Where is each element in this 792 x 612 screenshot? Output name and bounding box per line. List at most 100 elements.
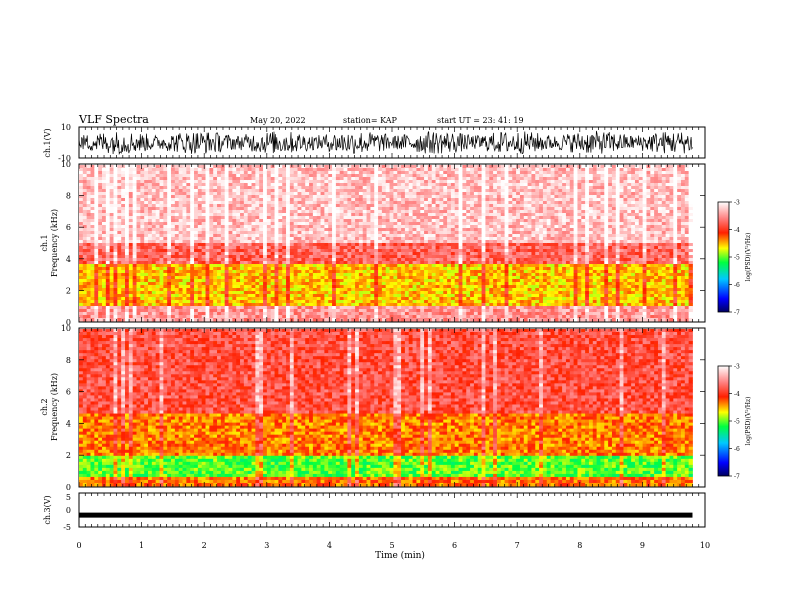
ch1-spectrogram-cell (335, 246, 341, 250)
ch1-spectrogram-cell (155, 183, 160, 187)
ch1-spectrogram-cell (171, 180, 176, 184)
ch1-spectrogram-cell (378, 291, 383, 295)
ch1-spectrogram-cell (151, 309, 157, 313)
ch1-spectrogram-cell (178, 264, 183, 268)
ch1-spectrogram-cell (240, 186, 245, 190)
ch1-spectrogram-cell (79, 258, 84, 262)
ch1-spectrogram-cell (305, 240, 310, 244)
ch1-spectrogram-cell (224, 174, 229, 178)
ch1-spectrogram-cell (174, 267, 180, 271)
ch1-spectrogram-cell (378, 270, 383, 274)
ch1-spectrogram-cell (316, 297, 321, 301)
ch1-spectrogram-cell (378, 282, 383, 286)
ch1-spectrogram-cell (355, 201, 360, 205)
ch1-spectrogram-cell (186, 243, 191, 247)
ch1-spectrogram-cell (201, 192, 206, 196)
ch1-spectrogram-cell (90, 180, 95, 184)
ch1-spectrogram-cell (190, 210, 195, 214)
ch1-spectrogram-cell (343, 279, 348, 283)
ch1-spectrogram-cell (186, 198, 191, 202)
ch1-spectrogram-cell (102, 246, 107, 250)
ch1-spectrogram-cell (401, 195, 406, 199)
ch1-spectrogram-cell (378, 303, 383, 307)
ch1-spectrogram-cell (270, 216, 275, 220)
ch1-spectrogram-cell (297, 264, 302, 268)
ch1-spectrogram-cell (174, 279, 180, 283)
ch1-spectrogram-cell (228, 291, 233, 295)
ch1-spectrogram-cell (171, 258, 176, 262)
ch1-spectrogram-cell (255, 189, 260, 193)
ch1-spectrogram-cell (178, 243, 183, 247)
ch1-spectrogram-cell (132, 261, 137, 265)
ch1-spectrogram-cell (113, 282, 118, 286)
ch1-spectrogram-cell (128, 210, 134, 214)
ch1-spectrogram-cell (194, 210, 199, 214)
ch1-spectrogram-cell (351, 264, 356, 268)
ch1-spectrogram-cell (243, 195, 249, 199)
ch1-spectrogram-cell (186, 294, 191, 298)
ch1-spectrogram-cell (305, 201, 310, 205)
ch1-spectrogram-cell (297, 171, 302, 175)
ch1-spectrogram-cell (293, 210, 298, 214)
ch1-spectrogram-cell (278, 252, 283, 256)
ch1-spectrogram-cell (167, 297, 172, 301)
ch1-spectrogram-cell (217, 273, 222, 277)
ch1-spectrogram-cell (301, 213, 306, 217)
ch1-spectrogram-cell (105, 219, 111, 223)
ch1-spectrogram-cell (397, 210, 402, 214)
ch1-spectrogram-cell (297, 285, 302, 289)
ch1-spectrogram-cell (178, 189, 183, 193)
ch1-spectrogram-cell (98, 309, 103, 313)
ch1-spectrogram-cell (374, 249, 379, 253)
ch1-spectrogram-cell (370, 237, 375, 241)
ch1-spectrogram-cell (427, 312, 433, 316)
ch1-spectrogram-cell (416, 294, 421, 298)
ch1-spectrogram-cell (305, 225, 310, 229)
ch1-spectrogram-cell (217, 195, 222, 199)
ch1-spectrogram-cell (148, 306, 153, 310)
ch1-spectrogram-cell (259, 318, 264, 322)
ch1-spectrogram-cell (174, 252, 180, 256)
ch1-spectrogram-cell (381, 255, 387, 259)
ch1-spectrogram-cell (412, 174, 417, 178)
ch1-spectrogram-cell (366, 183, 371, 187)
ch1-spectrogram-cell (117, 177, 122, 181)
ch1-spectrogram-cell (105, 171, 111, 175)
ch1-spectrogram-cell (358, 279, 364, 283)
ch1-spectrogram-cell (312, 168, 318, 172)
ch1-spectrogram-cell (94, 201, 99, 205)
ch1-spectrogram-cell (412, 234, 417, 238)
ch1-spectrogram-cell (98, 207, 103, 211)
ch1-spectrogram-cell (251, 216, 256, 220)
ch1-spectrogram-cell (174, 309, 180, 313)
ch1-spectrogram-cell (171, 195, 176, 199)
ch1-spectrogram-cell (408, 189, 413, 193)
ch1-spectrogram-cell (274, 306, 279, 310)
ch1-spectrogram-cell (82, 198, 88, 202)
ch1-spectrogram-cell (335, 234, 341, 238)
ch1-spectrogram-cell (305, 228, 310, 232)
ch1-spectrogram-cell (163, 312, 168, 316)
ch1-spectrogram-cell (389, 285, 394, 289)
ch1-spectrogram-cell (140, 294, 145, 298)
ch1-spectrogram-cell (117, 258, 122, 262)
ch1-spectrogram-cell (98, 222, 103, 226)
ch1-spectrogram-cell (128, 168, 134, 172)
ch1-spectrogram-cell (217, 246, 222, 250)
ch1-spectrogram-cell (163, 180, 168, 184)
ch1-spectrogram-cell (121, 237, 126, 241)
ch1-spectrogram-cell (255, 264, 260, 268)
ch1-spectrogram-cell (270, 201, 275, 205)
ch1-spectrogram-cell (297, 297, 302, 301)
ch1-spectrogram-cell (255, 303, 260, 307)
ch1-spectrogram-cell (132, 279, 137, 283)
ch1-spectrogram-cell (255, 198, 260, 202)
ch1-spectrogram-cell (293, 264, 298, 268)
ch1-spectrogram-cell (128, 240, 134, 244)
ch1-spectrogram-cell (128, 165, 134, 169)
ch1-spectrogram-cell (178, 204, 183, 208)
ch1-spectrogram-cell (404, 210, 410, 214)
ch1-spectrogram-cell (251, 294, 256, 298)
ch1-spectrogram-cell (282, 312, 287, 316)
ch1-spectrogram-cell (404, 315, 410, 319)
